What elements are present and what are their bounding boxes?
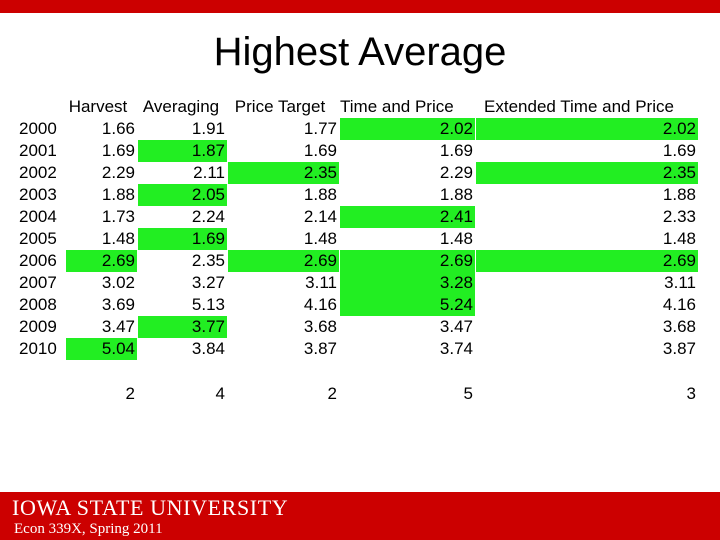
value-cell: 2.33 [662, 207, 696, 226]
highlighted-value-cell: 5.04 [66, 338, 137, 360]
highlighted-value-cell: 2.69 [228, 250, 339, 272]
highlighted-value-cell: 3.77 [138, 316, 227, 338]
year-label: 2003 [19, 185, 57, 204]
highest-count: 5 [463, 384, 473, 403]
year-label: 2005 [19, 229, 57, 248]
highlighted-value-cell: 2.41 [340, 206, 475, 228]
slide-title: Highest Average [213, 30, 507, 74]
highlighted-value-cell: 2.69 [66, 250, 137, 272]
value-cell: 1.69 [101, 141, 135, 160]
value-cell: 1.48 [101, 229, 135, 248]
svg-text:IOWA STATE UNIVERSITY: IOWA STATE UNIVERSITY [12, 495, 288, 520]
value-cell: 2.24 [191, 207, 225, 226]
column-header: Price Target [234, 97, 326, 116]
year-label: 2006 [19, 251, 57, 270]
value-cell: 3.69 [101, 295, 135, 314]
footer-bar [0, 492, 720, 540]
highlighted-value-cell: 2.35 [228, 162, 339, 184]
value-cell: 1.48 [439, 229, 473, 248]
column-header: Averaging [142, 97, 220, 116]
university-logo: IOWA STATE UNIVERSITY [12, 495, 302, 521]
highest-count: 3 [686, 384, 696, 403]
year-label: 2008 [19, 295, 57, 314]
highlighted-value-cell: 3.28 [340, 272, 475, 294]
column-header: Extended Time and Price [484, 97, 674, 116]
highlighted-value-cell: 2.69 [476, 250, 698, 272]
value-cell: 5.13 [191, 295, 225, 314]
value-cell: 3.11 [305, 273, 337, 292]
value-cell: 1.73 [101, 207, 135, 226]
column-header: Time and Price [340, 97, 454, 116]
value-cell: 3.11 [664, 273, 696, 292]
value-cell: 1.66 [101, 119, 135, 138]
column-header: Harvest [68, 97, 128, 116]
highlighted-value-cell: 2.35 [476, 162, 698, 184]
university-wordmark: IOWA STATE UNIVERSITY [12, 495, 288, 520]
value-cell: 2.11 [193, 163, 225, 182]
value-cell: 3.84 [191, 339, 225, 358]
value-cell: 1.69 [439, 141, 473, 160]
year-label: 2000 [19, 119, 57, 138]
highlighted-value-cell: 2.02 [340, 118, 475, 140]
value-cell: 2.29 [439, 163, 473, 182]
highest-count: 2 [125, 384, 135, 403]
value-cell: 3.02 [101, 273, 135, 292]
value-cell: 3.68 [662, 317, 696, 336]
value-cell: 1.77 [303, 119, 337, 138]
highlighted-value-cell: 2.69 [340, 250, 475, 272]
value-cell: 1.88 [662, 185, 696, 204]
value-cell: 3.27 [191, 273, 225, 292]
highlighted-value-cell: 2.02 [476, 118, 698, 140]
value-cell: 3.87 [662, 339, 696, 358]
highlighted-value-cell: 2.05 [138, 184, 227, 206]
value-cell: 2.29 [101, 163, 135, 182]
value-cell: 4.16 [303, 295, 337, 314]
year-label: 2004 [19, 207, 57, 226]
highest-count: 2 [327, 384, 337, 403]
year-label: 2001 [19, 141, 57, 160]
value-cell: 3.47 [439, 317, 473, 336]
value-cell: 1.48 [662, 229, 696, 248]
value-cell: 2.35 [191, 251, 225, 270]
value-cell: 2.14 [303, 207, 337, 226]
value-cell: 1.48 [303, 229, 337, 248]
value-cell: 4.16 [662, 295, 696, 314]
value-cell: 3.74 [439, 339, 473, 358]
year-label: 2002 [19, 163, 57, 182]
highlighted-value-cell: 1.69 [138, 228, 227, 250]
value-cell: 1.69 [662, 141, 696, 160]
highlighted-value-cell: 5.24 [340, 294, 475, 316]
year-label: 2007 [19, 273, 57, 292]
top-accent-bar [0, 0, 720, 13]
value-cell: 1.91 [191, 119, 225, 138]
value-cell: 3.87 [303, 339, 337, 358]
year-label: 2010 [19, 339, 57, 358]
year-label: 2009 [19, 317, 57, 336]
value-cell: 1.69 [303, 141, 337, 160]
highlighted-value-cell: 1.87 [138, 140, 227, 162]
value-cell: 1.88 [439, 185, 473, 204]
value-cell: 1.88 [101, 185, 135, 204]
value-cell: 1.88 [303, 185, 337, 204]
value-cell: 3.68 [303, 317, 337, 336]
highest-count: 4 [215, 384, 225, 403]
footer-course-label: Econ 339X, Spring 2011 [14, 521, 163, 537]
value-cell: 3.47 [101, 317, 135, 336]
